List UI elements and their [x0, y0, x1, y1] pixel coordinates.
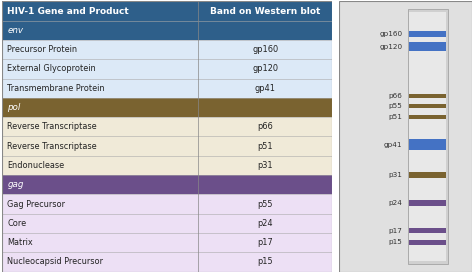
Text: p17: p17: [389, 228, 402, 234]
Text: pol: pol: [7, 103, 20, 112]
Bar: [409, 104, 447, 108]
Bar: [2, 40, 332, 59]
Text: gp120: gp120: [380, 43, 402, 49]
Text: p51: p51: [389, 114, 402, 120]
Bar: [2, 136, 332, 156]
Bar: [2, 98, 332, 117]
Bar: [408, 10, 448, 263]
Bar: [2, 1, 332, 21]
Text: p31: p31: [389, 172, 402, 178]
Bar: [409, 42, 447, 51]
Bar: [2, 233, 332, 252]
Text: gp41: gp41: [255, 84, 275, 93]
Text: HIV-1 Gene and Product: HIV-1 Gene and Product: [7, 7, 129, 16]
Bar: [409, 240, 447, 245]
Bar: [2, 117, 332, 136]
Text: p31: p31: [257, 161, 273, 170]
Bar: [409, 115, 447, 119]
Text: p55: p55: [389, 103, 402, 109]
Text: Endonuclease: Endonuclease: [7, 161, 64, 170]
Bar: [2, 214, 332, 233]
Bar: [2, 79, 332, 98]
Text: gag: gag: [7, 180, 24, 189]
Text: External Glycoprotein: External Glycoprotein: [7, 64, 96, 73]
Bar: [2, 59, 332, 79]
Text: Transmembrane Protein: Transmembrane Protein: [7, 84, 105, 93]
Text: p24: p24: [389, 200, 402, 206]
Text: Reverse Transcriptase: Reverse Transcriptase: [7, 142, 97, 151]
Text: gp120: gp120: [252, 64, 278, 73]
Bar: [409, 12, 447, 261]
Text: Gag Precursor: Gag Precursor: [7, 200, 65, 209]
Text: p66: p66: [257, 122, 273, 131]
Bar: [409, 94, 447, 98]
Text: p15: p15: [257, 257, 273, 266]
Text: p55: p55: [257, 200, 273, 209]
Text: p51: p51: [257, 142, 273, 151]
Bar: [2, 175, 332, 194]
Bar: [409, 228, 447, 233]
Bar: [409, 140, 447, 150]
Bar: [409, 200, 447, 206]
Text: Nucleocapsid Precursor: Nucleocapsid Precursor: [7, 257, 103, 266]
Bar: [2, 252, 332, 272]
Text: Core: Core: [7, 219, 27, 228]
Bar: [2, 21, 332, 40]
Text: Matrix: Matrix: [7, 238, 33, 247]
Text: p15: p15: [389, 239, 402, 245]
Text: Band on Western blot: Band on Western blot: [210, 7, 320, 16]
Text: Reverse Transcriptase: Reverse Transcriptase: [7, 122, 97, 131]
Text: Precursor Protein: Precursor Protein: [7, 45, 77, 54]
Text: p24: p24: [257, 219, 273, 228]
Text: p66: p66: [389, 93, 402, 99]
Text: env: env: [7, 26, 23, 35]
Text: p17: p17: [257, 238, 273, 247]
Bar: [2, 194, 332, 214]
Text: gp41: gp41: [384, 142, 402, 148]
Bar: [2, 156, 332, 175]
Bar: [409, 173, 447, 178]
Bar: [409, 31, 447, 37]
Text: gp160: gp160: [252, 45, 278, 54]
Text: gp160: gp160: [380, 31, 402, 37]
